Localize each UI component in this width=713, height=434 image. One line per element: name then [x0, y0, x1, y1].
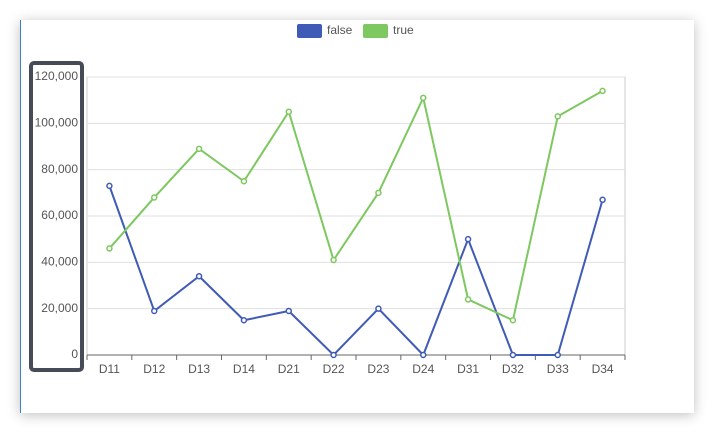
data-point — [151, 307, 158, 315]
data-point — [330, 256, 337, 264]
x-tick-label: D11 — [99, 362, 120, 376]
data-point — [599, 196, 606, 204]
data-point — [509, 317, 517, 324]
y-tick-label: 60,000 — [41, 208, 78, 222]
x-tick-label: D32 — [502, 362, 524, 376]
data-point — [554, 113, 561, 120]
series-line — [108, 185, 604, 357]
data-point — [195, 272, 203, 280]
data-point — [330, 351, 337, 359]
y-tick-label: 20,000 — [41, 301, 78, 315]
y-tick-label: 0 — [71, 347, 78, 361]
data-point — [106, 182, 113, 190]
legend-label: true — [393, 23, 414, 37]
legend-swatch — [363, 24, 388, 38]
legend-label: false — [327, 23, 353, 37]
data-point — [375, 305, 382, 312]
x-tick-label: D31 — [457, 362, 479, 376]
data-point — [285, 108, 292, 115]
y-tick-label: 80,000 — [41, 162, 78, 176]
data-point — [195, 145, 203, 153]
x-tick-label: D24 — [412, 362, 434, 376]
data-point — [420, 94, 427, 102]
series-line — [108, 90, 604, 322]
data-point — [240, 178, 248, 185]
data-point — [240, 317, 248, 324]
y-tick-label: 40,000 — [41, 255, 78, 269]
y-tick-label: 120,000 — [35, 69, 79, 83]
data-point — [420, 351, 427, 359]
highlight-box — [29, 61, 84, 372]
data-point — [285, 307, 292, 315]
x-tick-label: D33 — [547, 362, 569, 376]
data-point — [151, 194, 158, 201]
data-point — [509, 351, 517, 359]
x-tick-label: D13 — [188, 362, 210, 376]
data-point — [554, 351, 561, 359]
data-point — [599, 87, 606, 95]
x-tick-label: D23 — [367, 362, 389, 376]
data-point — [375, 189, 382, 197]
legend-swatch — [297, 24, 322, 38]
x-tick-label: D22 — [323, 362, 345, 376]
x-tick-label: D12 — [143, 362, 165, 376]
x-tick-label: D21 — [278, 362, 300, 376]
y-tick-label: 100,000 — [35, 116, 79, 130]
x-tick-label: D34 — [592, 362, 614, 376]
data-point — [464, 235, 472, 243]
data-point — [464, 296, 472, 303]
x-tick-label: D14 — [233, 362, 255, 376]
data-point — [106, 245, 113, 252]
